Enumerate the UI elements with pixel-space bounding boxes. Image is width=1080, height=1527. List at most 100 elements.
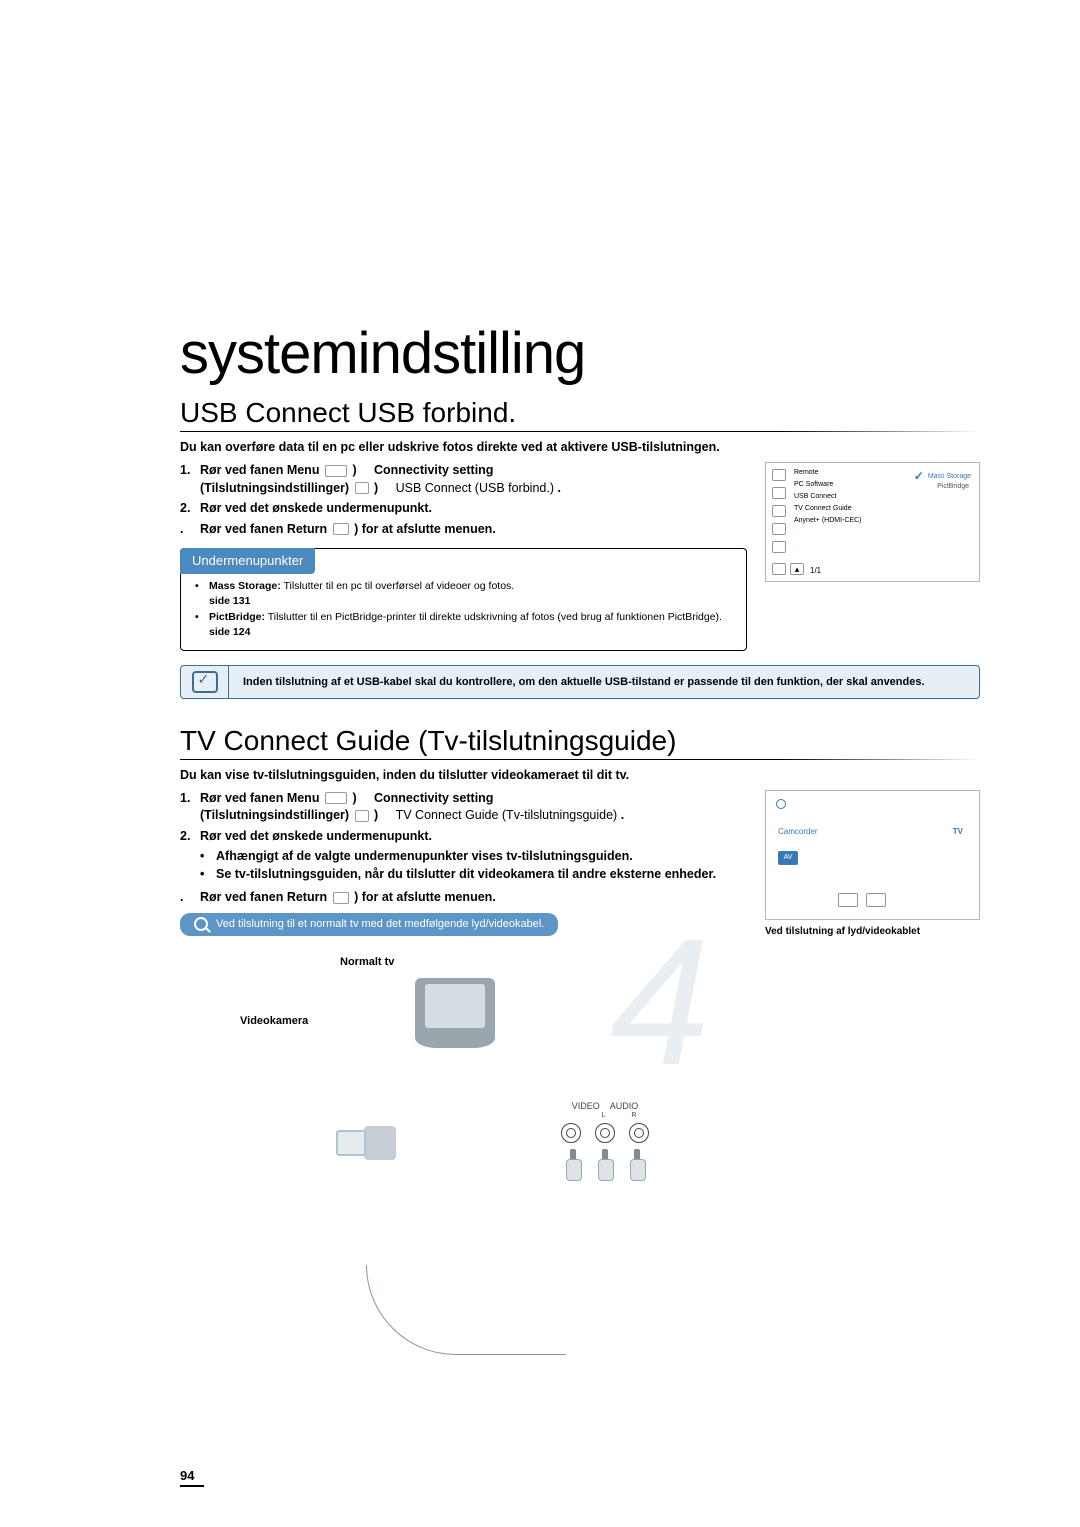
- section1-row: Rør ved fanen Menu ) Connectivity settin…: [180, 462, 980, 651]
- port-video-label: VIDEO: [572, 1100, 600, 1113]
- s2-step1-bracket: ): [374, 808, 378, 822]
- shot2-button-1: [838, 893, 858, 907]
- shot1-header: ✓ Mass Storage: [914, 469, 971, 483]
- shot1-up-icon: ▴: [790, 563, 804, 575]
- shot1-r4: TV Connect Guide: [794, 503, 861, 515]
- connection-diagram: 4 Normalt tv Videokamera VIDEO AUDIO L: [180, 943, 740, 1113]
- s2-step2-text: Rør ved det ønskede undermenupunkt.: [200, 829, 432, 843]
- port-lr-labels: L R: [520, 1111, 690, 1121]
- s1-step1-d: USB Connect (USB forbind.): [396, 481, 554, 495]
- shot1-icon-1: [772, 469, 786, 481]
- section1-rule: [180, 431, 980, 432]
- shot1-icon-2: [772, 487, 786, 499]
- plug-audio-r: [628, 1149, 646, 1181]
- menu-icon: [325, 792, 347, 804]
- submenu-item1: Mass Storage: Tilslutter til en pc til o…: [195, 579, 732, 608]
- shot1-icon-4: [772, 523, 786, 535]
- tv-label: Normalt tv: [340, 955, 900, 970]
- s1-step1-bracket: ): [374, 481, 378, 495]
- s1-step3-b: ) for at afslutte menuen.: [354, 522, 496, 536]
- shot2-dot-icon: [776, 799, 786, 809]
- shot1-r3: USB Connect: [794, 491, 861, 503]
- submenu-item2-c: side 124: [209, 626, 250, 638]
- ports-row: [520, 1123, 690, 1143]
- section1-intro: Du kan overføre data til en pc eller uds…: [180, 440, 980, 454]
- shot1-sub: PictBridge: [937, 483, 969, 490]
- section2-side: Camcorder TV AV Ved tilslutning af lyd/v…: [765, 790, 980, 1113]
- plug-audio-l: [596, 1149, 614, 1181]
- page-number: 94: [180, 1468, 204, 1488]
- submenu-item2-b: Tilslutter til en PictBridge-printer til…: [265, 611, 722, 623]
- section1-side: ✓ Mass Storage PictBridge Remote PC Soft…: [765, 462, 980, 651]
- s1-step1-arrow1: ): [352, 463, 356, 477]
- callout-text: Ved tilslutning til et normalt tv med de…: [216, 917, 544, 932]
- port-l-label: L: [601, 1111, 605, 1121]
- s2-step1-c: (Tilslutningsindstillinger): [200, 808, 349, 822]
- s1-step1: Rør ved fanen Menu ) Connectivity settin…: [180, 462, 747, 497]
- s2-step1-a: Rør ved fanen Menu: [200, 791, 319, 805]
- return-icon: [333, 523, 349, 535]
- section2-screenshot: Camcorder TV AV: [765, 790, 980, 920]
- s2-bullet1-text: Afhængigt af de valgte undermenupunkter …: [216, 848, 633, 866]
- s2-step1-d: TV Connect Guide (Tv-tilslutningsguide): [396, 808, 618, 822]
- document-page: systemindstilling USB Connect USB forbin…: [0, 0, 1080, 1527]
- shot1-page: 1/1: [810, 566, 821, 575]
- submenu-item1-a: Mass Storage:: [209, 580, 281, 592]
- s2-bullet2: Se tv-tilslutningsguiden, når du tilslut…: [200, 866, 716, 884]
- shot1-r2: PC Software: [794, 479, 861, 491]
- camera-body: [364, 1126, 396, 1160]
- shot1-list: Remote PC Software USB Connect TV Connec…: [794, 467, 861, 526]
- shot1-left-icons: [772, 469, 786, 553]
- menu-icon: [325, 465, 347, 477]
- shot2-cam-label: Camcorder: [778, 827, 818, 836]
- s2-step2: Rør ved det ønskede undermenupunkt. Afhæ…: [180, 828, 747, 887]
- submenu-item1-c: side 131: [209, 595, 250, 607]
- submenu-body: Mass Storage: Tilslutter til en pc til o…: [195, 579, 732, 640]
- shot2-av-icon: AV: [778, 851, 798, 865]
- section1-main: Rør ved fanen Menu ) Connectivity settin…: [180, 462, 747, 651]
- plug-video: [564, 1149, 582, 1181]
- magnifier-icon: [194, 917, 208, 931]
- s1-step1-a: Rør ved fanen Menu: [200, 463, 319, 477]
- check-icon: ✓: [914, 469, 924, 483]
- shot2-button-2: [866, 893, 886, 907]
- section2-rule: [180, 759, 980, 760]
- section2-heading: TV Connect Guide (Tv-tilslutningsguide): [180, 725, 980, 757]
- note-text: Inden tilslutning af et USB-kabel skal d…: [229, 666, 979, 698]
- s2-step3-a: Rør ved fanen Return: [200, 890, 327, 904]
- camera-label: Videokamera: [240, 1014, 800, 1029]
- shot1-icon-3: [772, 505, 786, 517]
- submenu-header: Undermenupunkter: [180, 548, 315, 574]
- note-icon: [192, 671, 218, 693]
- section2-row: Rør ved fanen Menu ) Connectivity settin…: [180, 790, 980, 1113]
- note-icon-cell: [181, 666, 229, 698]
- section2-intro: Du kan vise tv-tilslutningsguiden, inden…: [180, 768, 980, 782]
- background-4: 4: [610, 913, 710, 1093]
- section2-main: Rør ved fanen Menu ) Connectivity settin…: [180, 790, 747, 1113]
- s1-step3-a: Rør ved fanen Return: [200, 522, 327, 536]
- camera-flip-screen: [336, 1130, 366, 1156]
- submenu-item2-a: PictBridge:: [209, 611, 265, 623]
- shot1-r1: Remote: [794, 467, 861, 479]
- shot1-icon-5: [772, 541, 786, 553]
- tv-shape: [415, 978, 495, 1048]
- port-video: [561, 1123, 581, 1143]
- port-audio-l: [595, 1123, 615, 1143]
- return-icon: [333, 892, 349, 904]
- shot1-header-label: Mass Storage: [928, 473, 971, 480]
- section1-steps: Rør ved fanen Menu ) Connectivity settin…: [180, 462, 747, 518]
- connectivity-icon: [355, 810, 369, 822]
- submenu-item2: PictBridge: Tilslutter til en PictBridge…: [195, 610, 732, 639]
- s1-step1-b: Connectivity setting: [374, 463, 493, 477]
- section1-heading: USB Connect USB forbind.: [180, 397, 980, 429]
- s1-step2: Rør ved det ønskede undermenupunkt.: [180, 500, 747, 518]
- shot1-r5: Anynet+ (HDMI-CEC): [794, 515, 861, 527]
- tv-screen: [425, 984, 485, 1028]
- section2-side-note: Ved tilslutning af lyd/videokablet: [765, 926, 980, 937]
- s2-step1: Rør ved fanen Menu ) Connectivity settin…: [180, 790, 747, 825]
- s2-bullet1: Afhængigt af de valgte undermenupunkter …: [200, 848, 716, 866]
- s2-step3-b: ) for at afslutte menuen.: [354, 890, 496, 904]
- ports-area: VIDEO AUDIO L R: [520, 1100, 690, 1181]
- connectivity-icon: [355, 482, 369, 494]
- shot1-prev-icon: [772, 563, 786, 575]
